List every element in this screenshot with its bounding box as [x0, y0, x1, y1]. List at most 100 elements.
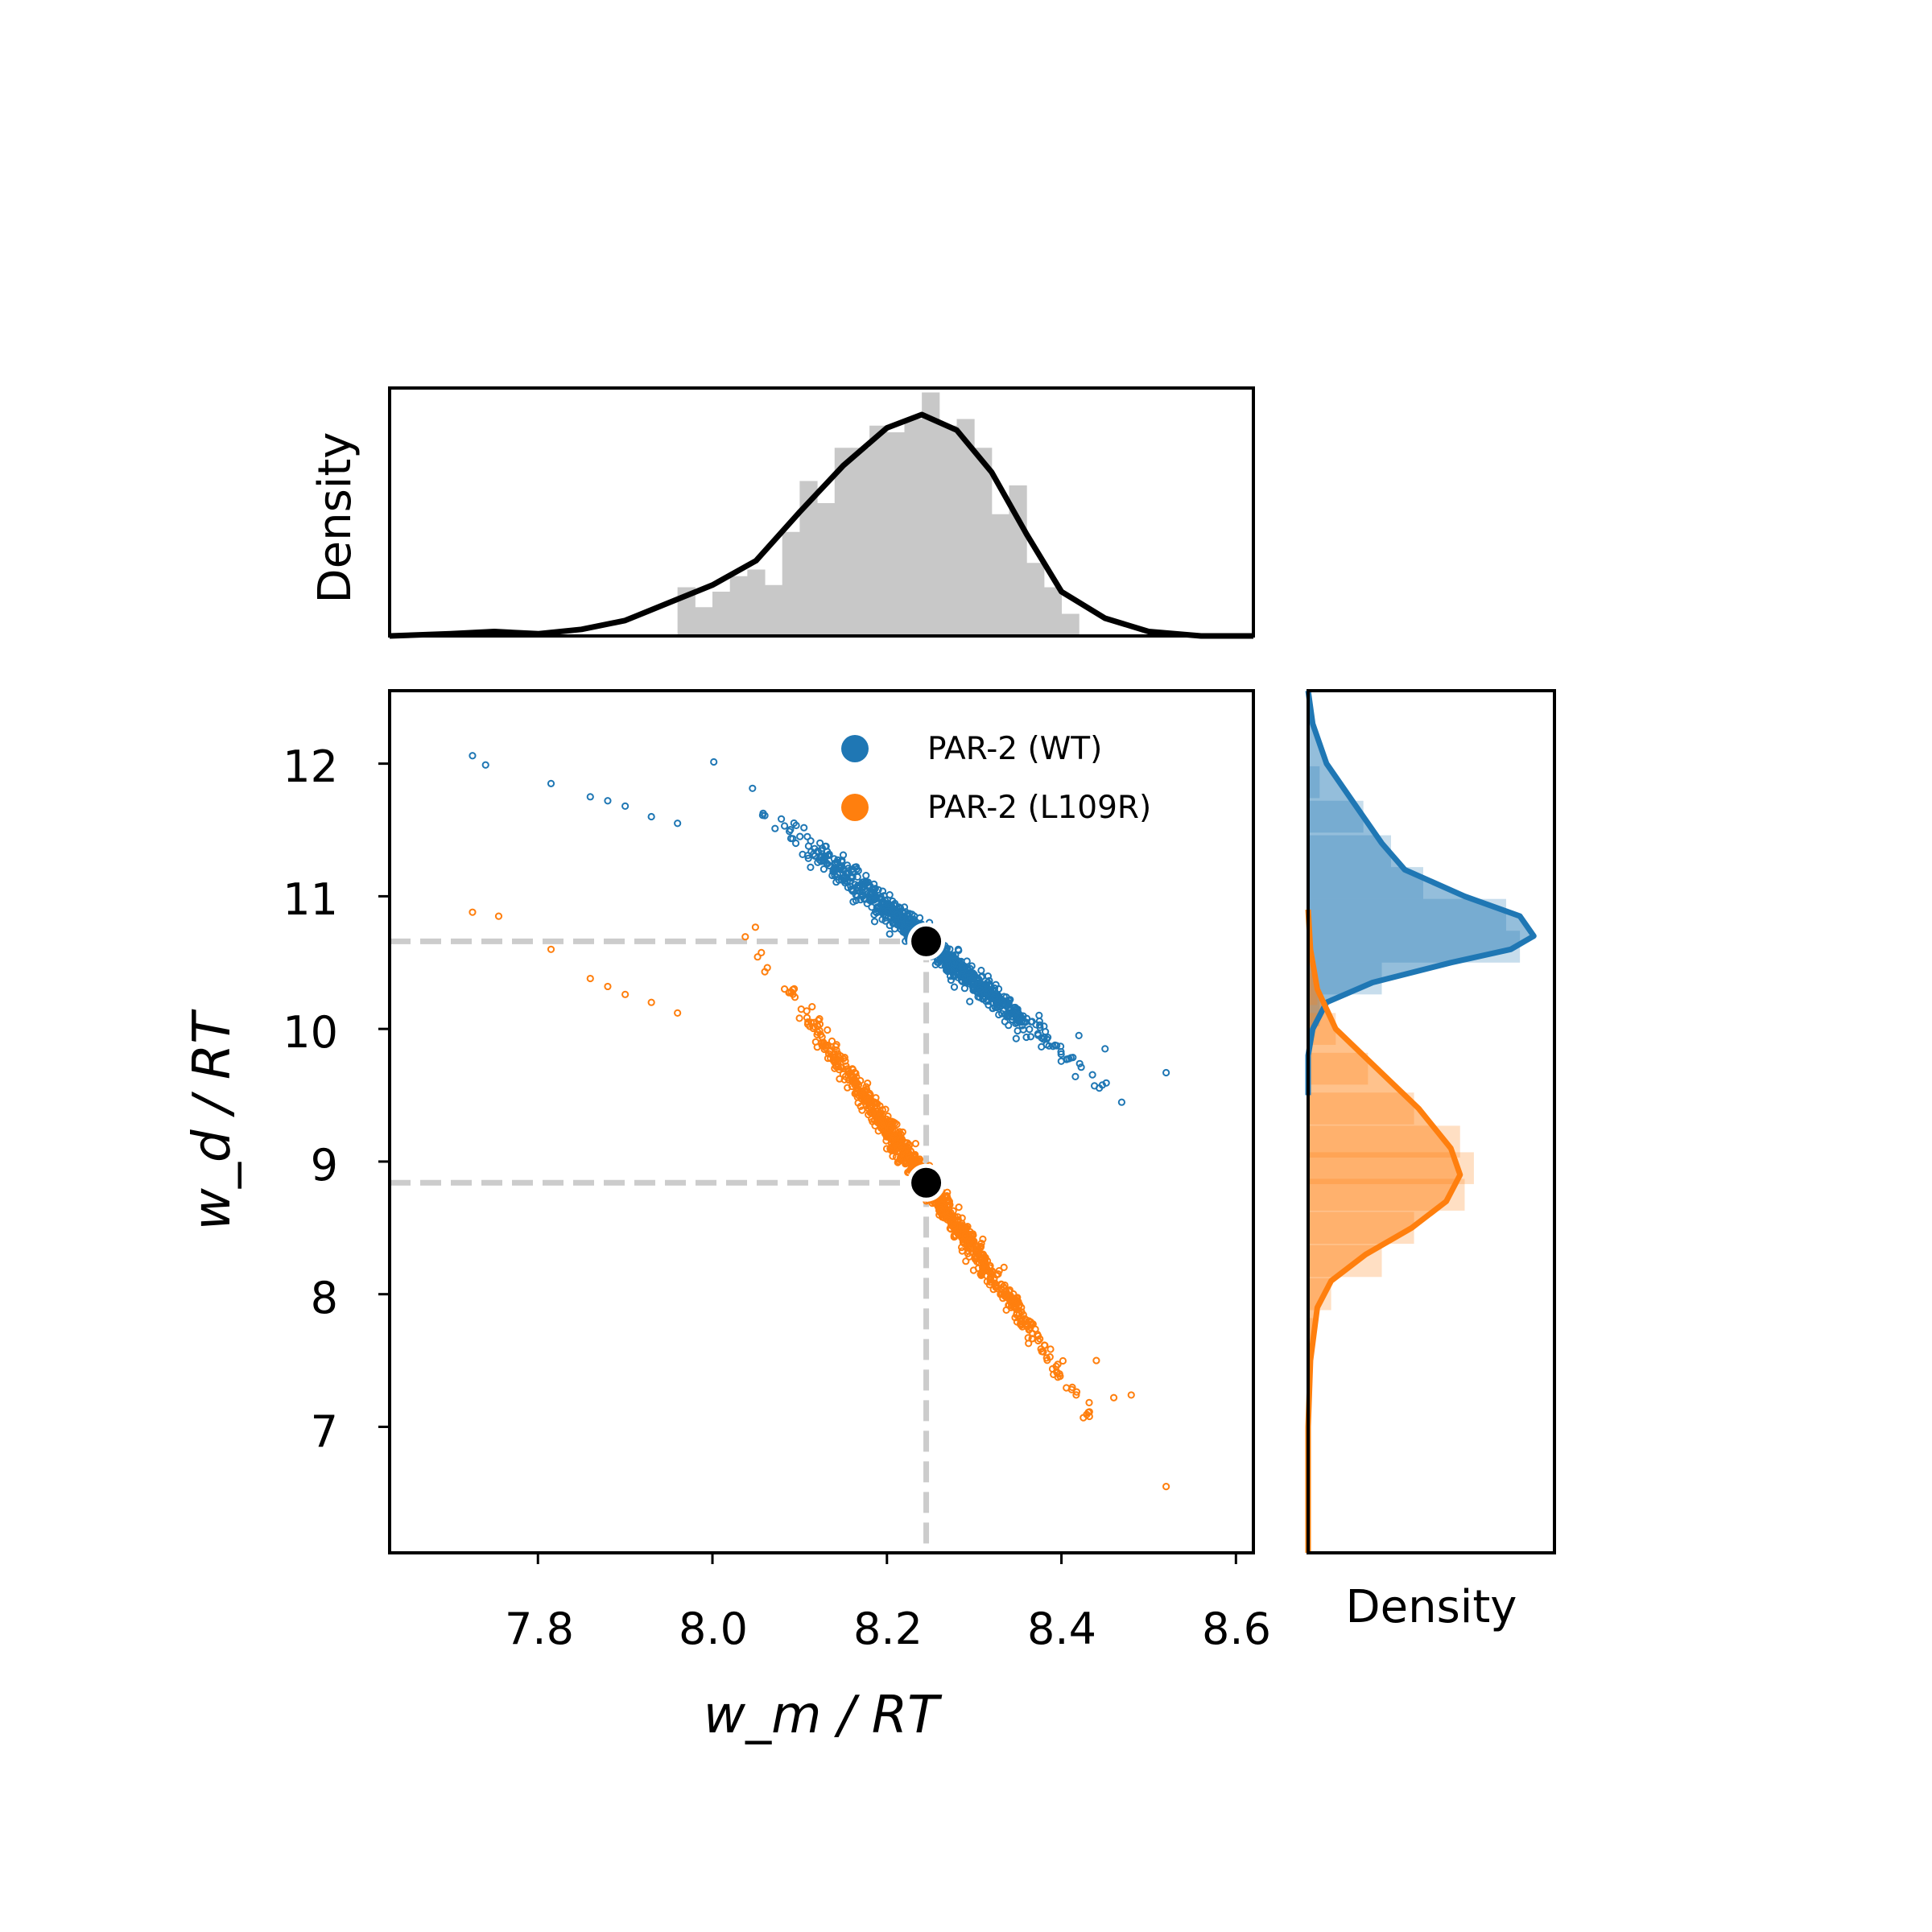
scatter-point	[881, 1105, 890, 1113]
scatter-point	[792, 839, 800, 848]
scatter-point	[604, 982, 612, 991]
scatter-point	[813, 1030, 821, 1038]
scatter-series-wt	[469, 752, 1170, 1106]
scatter-point	[785, 989, 793, 997]
right-kde-line-wt	[1305, 690, 1537, 1096]
scatter-point	[1162, 1483, 1170, 1491]
scatter-point	[945, 1198, 954, 1206]
right-marginal-layer	[1305, 690, 1537, 1553]
scatter-point	[800, 824, 808, 832]
right-kde-fill-wt	[1308, 691, 1534, 1096]
scatter-point	[1052, 1362, 1060, 1371]
scatter-point	[857, 1076, 865, 1085]
top-hist-bar	[904, 419, 923, 636]
scatter-point	[1038, 1042, 1046, 1051]
right-marginal-frame	[1307, 689, 1556, 1554]
scatter-point	[1036, 1021, 1044, 1030]
scatter-point	[946, 945, 954, 953]
scatter-point	[857, 1102, 865, 1111]
top-hist-bar	[974, 448, 993, 636]
scatter-point	[1026, 1026, 1034, 1034]
x-tick-label: 8.6	[1202, 1604, 1271, 1654]
scatter-point	[1088, 1071, 1096, 1079]
scatter-point	[836, 1075, 844, 1083]
scatter-point	[872, 1099, 880, 1107]
right-marginal-axes: Density	[1305, 689, 1556, 1633]
scatter-point	[838, 1063, 846, 1071]
scatter-point	[1098, 1081, 1107, 1089]
scatter-point	[901, 928, 910, 936]
scatter-point	[855, 881, 863, 890]
scatter-point	[1117, 1098, 1126, 1106]
scatter-point	[887, 913, 895, 921]
scatter-point	[910, 912, 919, 920]
scatter-point	[950, 972, 958, 980]
scatter-point	[951, 1222, 959, 1230]
scatter-point	[1091, 1082, 1099, 1090]
top-hist-bar	[852, 448, 870, 636]
scatter-point	[547, 779, 555, 787]
scatter-point	[889, 919, 898, 927]
scatter-point	[828, 1037, 836, 1046]
right-hist-bar-l109r	[1308, 1152, 1474, 1184]
scatter-point	[977, 1268, 986, 1276]
legend-label-wt: PAR-2 (WT)	[927, 731, 1102, 767]
scatter-point	[1083, 1410, 1091, 1418]
scatter-point	[795, 1014, 803, 1022]
scatter-point	[911, 1140, 920, 1148]
scatter-point	[753, 953, 762, 961]
scatter-point	[906, 1154, 914, 1162]
scatter-point	[985, 1264, 994, 1272]
scatter-point	[872, 895, 880, 903]
top-hist-bar	[1043, 587, 1063, 636]
scatter-point	[865, 1102, 873, 1111]
scatter-point	[1059, 1356, 1067, 1365]
scatter-point	[829, 1056, 837, 1064]
scatter-point	[803, 1013, 811, 1022]
top-hist-bar	[834, 448, 852, 636]
top-hist-bar	[712, 592, 731, 636]
scatter-point	[1028, 1018, 1036, 1026]
scatter-point	[947, 1208, 955, 1216]
scatter-point	[950, 1232, 958, 1241]
scatter-point	[978, 1250, 986, 1259]
scatter-point	[1063, 1055, 1071, 1063]
right-marginal-xlabel: Density	[1346, 1581, 1517, 1633]
scatter-point	[481, 761, 489, 769]
right-kde-line-l109r	[1305, 909, 1463, 1553]
scatter-point	[863, 899, 871, 908]
scatter-point	[792, 821, 800, 830]
scatter-point	[905, 916, 913, 924]
scatter-point	[791, 993, 799, 1001]
scatter-point	[966, 997, 974, 1005]
top-marginal-ylabel: Density	[309, 432, 361, 604]
scatter-point	[1075, 1059, 1084, 1067]
scatter-point	[741, 933, 749, 941]
scatter-point	[976, 985, 985, 993]
scatter-point	[840, 1054, 848, 1062]
scatter-point	[807, 863, 815, 872]
right-hist-bar-l109r	[1308, 972, 1318, 1005]
scatter-point	[943, 1188, 952, 1196]
scatter-point	[996, 996, 1004, 1004]
scatter-point	[897, 1135, 906, 1143]
scatter-point	[1013, 1026, 1022, 1035]
y-tick-label: 9	[311, 1140, 338, 1191]
scatter-point	[860, 877, 869, 886]
scatter-point	[982, 1264, 991, 1272]
y-tick-label: 8	[311, 1273, 338, 1323]
scatter-point	[1026, 1033, 1035, 1041]
scatter-point	[990, 984, 999, 993]
scatter-point	[1057, 1042, 1065, 1051]
scatter-point	[844, 1084, 852, 1092]
scatter-point	[972, 1245, 981, 1254]
scatter-point	[938, 1213, 947, 1221]
scatter-point	[1014, 1013, 1022, 1021]
scatter-point	[1109, 1393, 1118, 1402]
scatter-point	[804, 842, 813, 850]
scatter-point	[857, 896, 865, 904]
scatter-point	[1024, 1334, 1032, 1342]
scatter-point	[983, 990, 991, 998]
scatter-point	[825, 851, 833, 860]
scatter-point	[799, 850, 807, 859]
